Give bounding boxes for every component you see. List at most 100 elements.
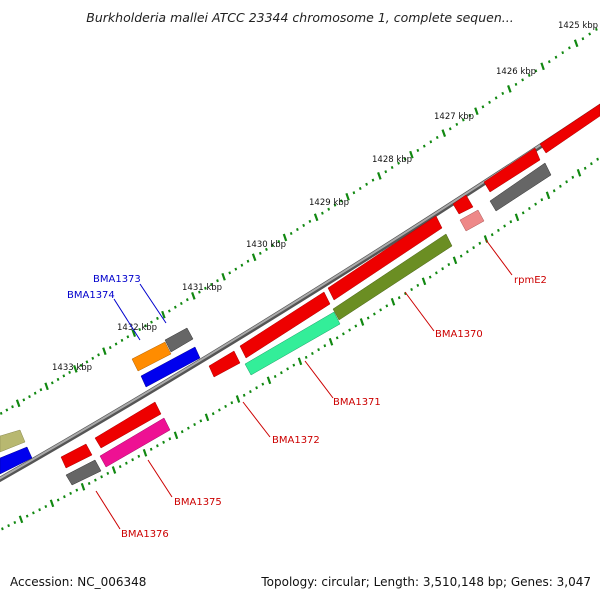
inner-tick [87, 481, 91, 486]
inner-tick [273, 374, 277, 379]
gene-arrow-blue-left[interactable] [0, 446, 33, 475]
gene-bma1370[interactable] [332, 233, 453, 321]
outer-tick [547, 60, 551, 64]
inner-tick-track [1, 157, 599, 531]
scale-label-1425: 1425 kbp [558, 21, 598, 31]
topology-text: Topology: circular; Length: 3,510,148 bp… [261, 575, 591, 589]
outer-tick [507, 85, 512, 93]
inner-tick [199, 419, 203, 423]
outer-tick [185, 298, 189, 302]
inner-tick [435, 271, 438, 275]
outer-tick [150, 320, 153, 324]
inner-tick [342, 332, 345, 336]
gene-bma1371[interactable] [244, 311, 341, 376]
inner-tick [118, 465, 122, 469]
gene-bma1376-top[interactable] [60, 443, 93, 469]
gene-arrow-red[interactable] [483, 147, 541, 193]
outer-tick [44, 382, 49, 391]
inner-tick [428, 275, 432, 279]
gene-labels: rpmE2 BMA1370 BMA1371 BMA1372 BMA1373 BM… [67, 274, 547, 540]
inner-tick [249, 390, 252, 394]
gene-rpmE2[interactable] [452, 194, 474, 215]
outer-tick [56, 377, 60, 381]
outer-tick [474, 107, 479, 116]
inner-tick [13, 520, 17, 525]
outer-tick [403, 157, 407, 161]
inner-tick [168, 437, 172, 441]
outer-tick [167, 309, 171, 313]
label-bma1373[interactable]: BMA1373 [93, 274, 141, 285]
inner-tick [447, 262, 451, 267]
gene-bma1374[interactable] [131, 341, 172, 372]
label-rpmE2[interactable]: rpmE2 [514, 275, 547, 286]
inner-tick [503, 224, 506, 228]
inner-tick [242, 393, 246, 397]
label-bma1375[interactable]: BMA1375 [174, 497, 222, 508]
gene-arrow-pink[interactable] [459, 209, 485, 232]
inner-tick [348, 328, 351, 332]
outer-tick-track [0, 27, 598, 415]
outer-tick [11, 405, 14, 409]
outer-tick [455, 122, 459, 126]
inner-tick [230, 401, 234, 405]
label-bma1372[interactable]: BMA1372 [272, 435, 320, 446]
inner-tick [545, 191, 551, 200]
outer-tick [15, 399, 21, 408]
scale-label-1429: 1429 kbp [309, 198, 349, 208]
label-bma1376[interactable]: BMA1376 [121, 529, 169, 540]
outer-tick [429, 140, 433, 144]
inner-tick [292, 363, 296, 367]
scale-label-1431: 1431 kbp [182, 283, 222, 293]
inner-tick [261, 382, 265, 386]
inner-tick [266, 376, 272, 385]
leader-lines [95, 239, 513, 530]
leader-bma1370 [404, 291, 435, 332]
inner-tick [1, 527, 4, 531]
outer-tick [352, 191, 356, 195]
scale-label-1428: 1428 kbp [372, 155, 412, 165]
outer-tick [97, 353, 100, 357]
inner-tick [466, 250, 469, 254]
gene-arrow-red[interactable] [539, 103, 600, 154]
gene-bma1375-top[interactable] [94, 401, 162, 449]
outer-tick [461, 118, 465, 122]
gene-bma1376[interactable] [65, 459, 102, 486]
inner-tick [204, 413, 210, 422]
scale-label-1432: 1432 kbp [117, 323, 157, 333]
outer-tick [521, 78, 524, 82]
inner-tick [187, 426, 190, 430]
inner-tick [94, 478, 97, 482]
gene-bma1372[interactable] [208, 350, 241, 378]
outer-tick [409, 150, 414, 159]
outer-tick [198, 290, 201, 294]
outer-tick [501, 91, 505, 95]
inner-tick [328, 337, 334, 346]
gene-bma1370-top[interactable] [327, 215, 443, 301]
outer-tick [321, 211, 324, 215]
inner-tick [44, 504, 48, 509]
label-bma1374[interactable]: BMA1374 [67, 290, 115, 301]
scale-label-1430: 1430 kbp [246, 240, 286, 250]
outer-tick [91, 356, 95, 360]
gene-bma1375[interactable] [99, 417, 171, 468]
outer-tick [22, 398, 26, 402]
inner-tick [142, 448, 148, 457]
outer-tick [397, 161, 400, 165]
gene-arrow-gray[interactable] [489, 162, 552, 212]
gene-arrow-khaki[interactable] [0, 429, 26, 453]
outer-tick [131, 329, 137, 337]
gene-arrow-blue[interactable] [140, 346, 201, 388]
inner-tick [379, 308, 382, 312]
outer-tick [161, 310, 166, 319]
inner-tick [410, 287, 413, 292]
label-bma1370[interactable]: BMA1370 [435, 329, 483, 340]
inner-tick [56, 498, 60, 502]
inner-tick [540, 198, 544, 202]
outer-tick [573, 39, 579, 48]
outer-tick [534, 69, 538, 73]
label-bma1371[interactable]: BMA1371 [333, 397, 381, 408]
gene-bma1373[interactable] [164, 327, 194, 353]
gene-bma1371-top[interactable] [239, 291, 331, 359]
outer-tick [85, 360, 89, 364]
outer-tick [481, 105, 485, 109]
